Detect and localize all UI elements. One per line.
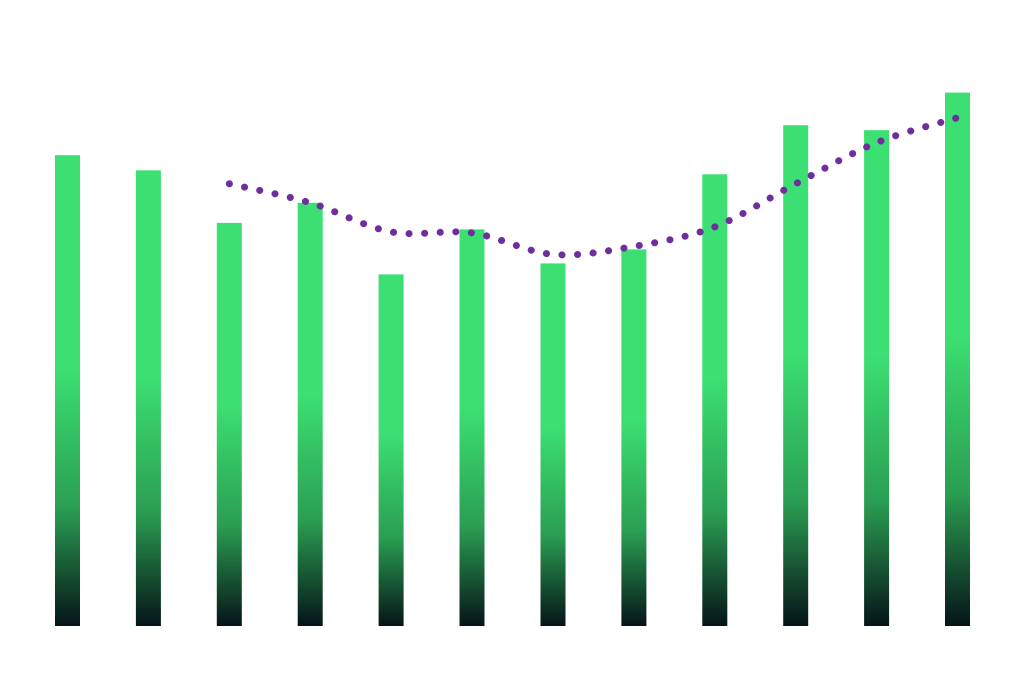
bar-11 bbox=[864, 130, 890, 626]
bar-3 bbox=[216, 222, 242, 626]
bar-9 bbox=[702, 174, 728, 627]
bar-7 bbox=[540, 263, 566, 626]
bar-2 bbox=[135, 170, 161, 627]
bar-8 bbox=[621, 249, 647, 626]
bar-5 bbox=[378, 274, 404, 626]
bar-4 bbox=[297, 202, 323, 627]
bar-1 bbox=[55, 155, 80, 626]
bar-10 bbox=[783, 125, 809, 626]
bar-6 bbox=[459, 229, 485, 626]
bars-group bbox=[55, 92, 970, 627]
trend-line-group bbox=[225, 114, 961, 259]
trend-line bbox=[225, 114, 961, 259]
bar-12 bbox=[945, 92, 970, 627]
